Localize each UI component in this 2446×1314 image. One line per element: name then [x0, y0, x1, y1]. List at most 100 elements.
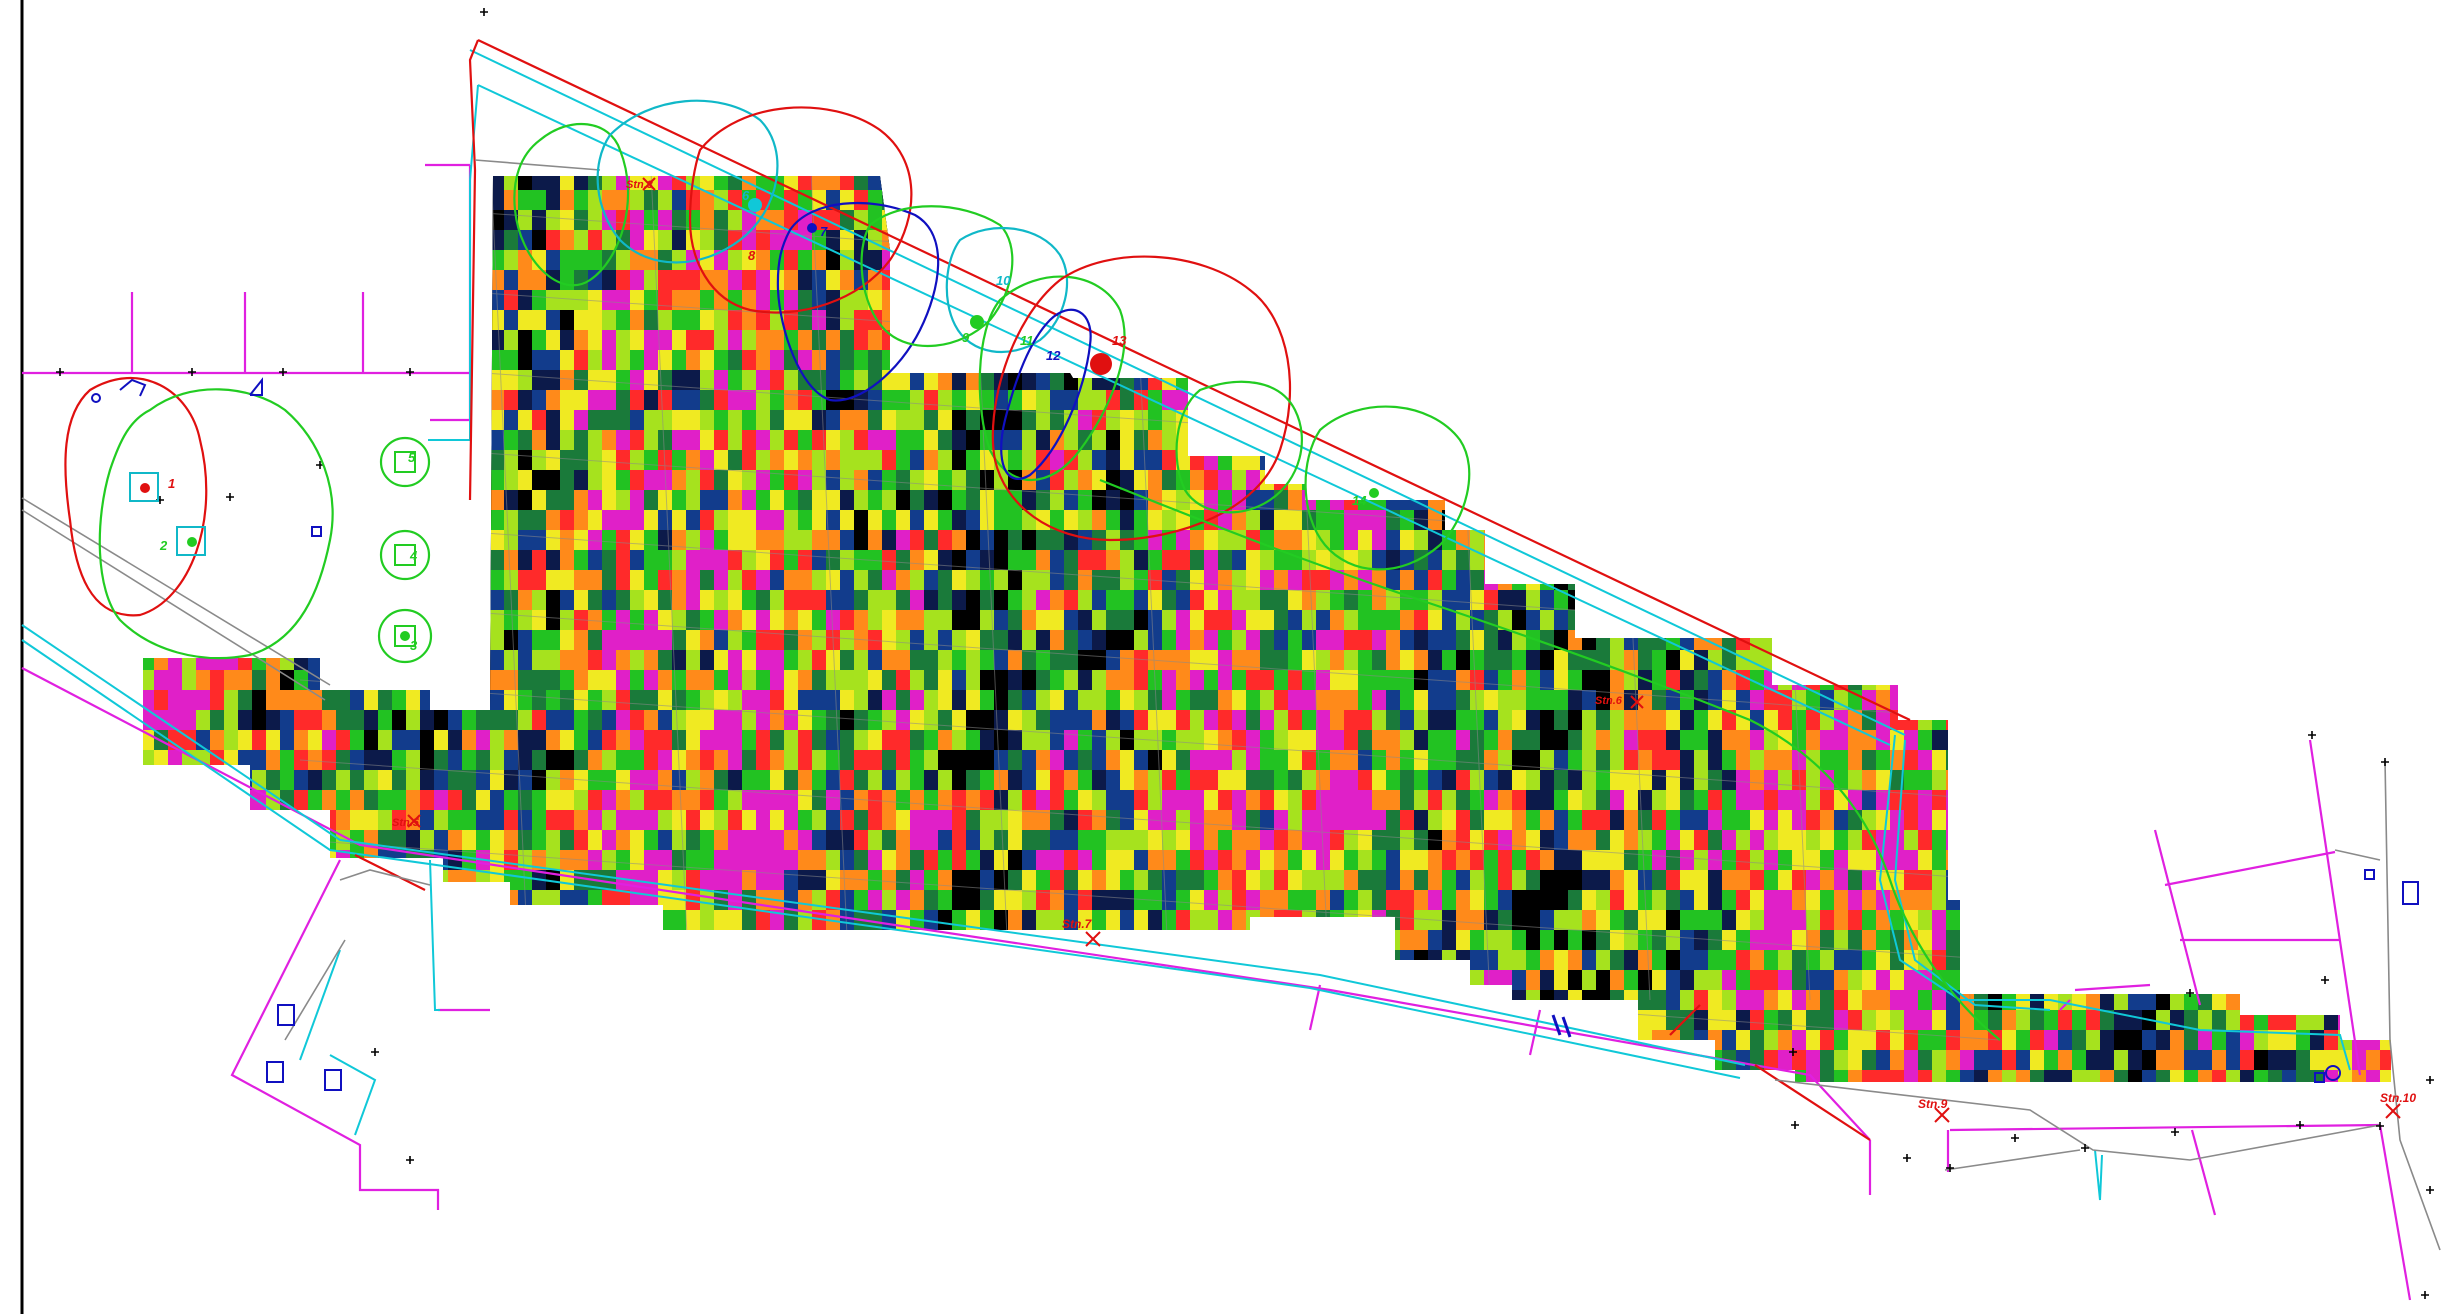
- heatmap-cell: [1442, 350, 1456, 370]
- heatmap-cell: [700, 670, 714, 690]
- heatmap-cell: [588, 330, 602, 350]
- heatmap-cell: [1148, 430, 1162, 450]
- heatmap-cell: [854, 730, 868, 750]
- heatmap-cell: [1204, 850, 1218, 870]
- heatmap-cell: [252, 950, 266, 970]
- heatmap-cell: [756, 310, 770, 330]
- heatmap-cell: [1260, 270, 1274, 290]
- heatmap-cell: [294, 950, 308, 970]
- heatmap-cell: [364, 990, 378, 1010]
- heatmap-cell: [350, 910, 364, 930]
- heatmap-cell: [1302, 350, 1316, 370]
- heatmap-cell: [1008, 176, 1022, 190]
- heatmap-cell: [1344, 230, 1358, 250]
- heatmap-cell: [462, 710, 476, 730]
- heatmap-cell: [1134, 1070, 1148, 1082]
- heatmap-cell: [196, 176, 210, 190]
- heatmap-cell: [1540, 370, 1554, 390]
- heatmap-cell: [1176, 910, 1190, 930]
- heatmap-cell: [1330, 210, 1344, 230]
- heatmap-cell: [1526, 1050, 1540, 1070]
- heatmap-cell: [224, 330, 238, 350]
- heatmap-cell: [1610, 730, 1624, 750]
- heatmap-cell: [784, 670, 798, 690]
- heatmap-cell: [1288, 870, 1302, 890]
- heatmap-cell: [1568, 730, 1582, 750]
- heatmap-cell: [392, 810, 406, 830]
- heatmap-cell: [1190, 570, 1204, 590]
- heatmap-cell: [1596, 410, 1610, 430]
- heatmap-cell: [1106, 630, 1120, 650]
- heatmap-cell: [854, 350, 868, 370]
- heatmap-cell: [770, 630, 784, 650]
- heatmap-cell: [308, 210, 322, 230]
- heatmap-cell: [350, 750, 364, 770]
- heatmap-cell: [784, 290, 798, 310]
- heatmap-cell: [224, 810, 238, 830]
- heatmap-cell: [1274, 590, 1288, 610]
- heatmap-cell: [1582, 950, 1596, 970]
- heatmap-cell: [1358, 970, 1372, 990]
- heatmap-cell: [1176, 350, 1190, 370]
- heatmap-cell: [1358, 850, 1372, 870]
- heatmap-cell: [476, 930, 490, 950]
- heatmap-cell: [1162, 850, 1176, 870]
- heatmap-cell: [826, 176, 840, 190]
- heatmap-cell: [308, 930, 322, 950]
- heatmap-cell: [1400, 690, 1414, 710]
- heatmap-cell: [238, 250, 252, 270]
- heatmap-cell: [1652, 550, 1666, 570]
- heatmap-cell: [168, 1070, 182, 1082]
- heatmap-cell: [966, 650, 980, 670]
- heatmap-cell: [938, 650, 952, 670]
- heatmap-cell: [504, 830, 518, 850]
- heatmap-cell: [588, 430, 602, 450]
- heatmap-cell: [770, 410, 784, 430]
- heatmap-cell: [546, 490, 560, 510]
- heatmap-cell: [532, 310, 546, 330]
- heatmap-cell: [1274, 810, 1288, 830]
- heatmap-cell: [700, 870, 714, 890]
- heatmap-cell: [308, 230, 322, 250]
- heatmap-cell: [1288, 630, 1302, 650]
- heatmap-cell: [924, 670, 938, 690]
- heatmap-cell: [154, 850, 168, 870]
- heatmap-cell: [1036, 910, 1050, 930]
- heatmap-cell: [644, 750, 658, 770]
- heatmap-cell: [448, 390, 462, 410]
- heatmap-cell: [882, 430, 896, 450]
- heatmap-cell: [728, 330, 742, 350]
- heatmap-cell: [294, 530, 308, 550]
- heatmap-cell: [882, 990, 896, 1010]
- heatmap-cell: [1540, 310, 1554, 330]
- heatmap-cell: [1400, 650, 1414, 670]
- heatmap-cell: [322, 670, 336, 690]
- heatmap-cell: [1484, 650, 1498, 670]
- heatmap-cell: [364, 470, 378, 490]
- heatmap-cell: [1246, 570, 1260, 590]
- heatmap-cell: [448, 730, 462, 750]
- heatmap-cell: [1652, 350, 1666, 370]
- heatmap-cell: [1204, 530, 1218, 550]
- heatmap-cell: [1442, 890, 1456, 910]
- heatmap-cell: [1092, 890, 1106, 910]
- heatmap-cell: [1624, 890, 1638, 910]
- heatmap-cell: [1386, 176, 1400, 190]
- heatmap-cell: [392, 210, 406, 230]
- heatmap-cell: [224, 650, 238, 670]
- heatmap-cell: [1470, 810, 1484, 830]
- heatmap-cell: [1498, 430, 1512, 450]
- heatmap-cell: [1288, 950, 1302, 970]
- heatmap-cell: [448, 250, 462, 270]
- heatmap-cell: [490, 690, 504, 710]
- heatmap-cell: [952, 1010, 966, 1030]
- heatmap-cell: [994, 550, 1008, 570]
- heatmap-cell: [966, 390, 980, 410]
- heatmap-cell: [1316, 230, 1330, 250]
- heatmap-cell: [1176, 830, 1190, 850]
- heatmap-cell: [462, 450, 476, 470]
- heatmap-cell: [1190, 270, 1204, 290]
- heatmap-cell: [672, 610, 686, 630]
- heatmap-cell: [1120, 570, 1134, 590]
- heatmap-cell: [938, 1030, 952, 1050]
